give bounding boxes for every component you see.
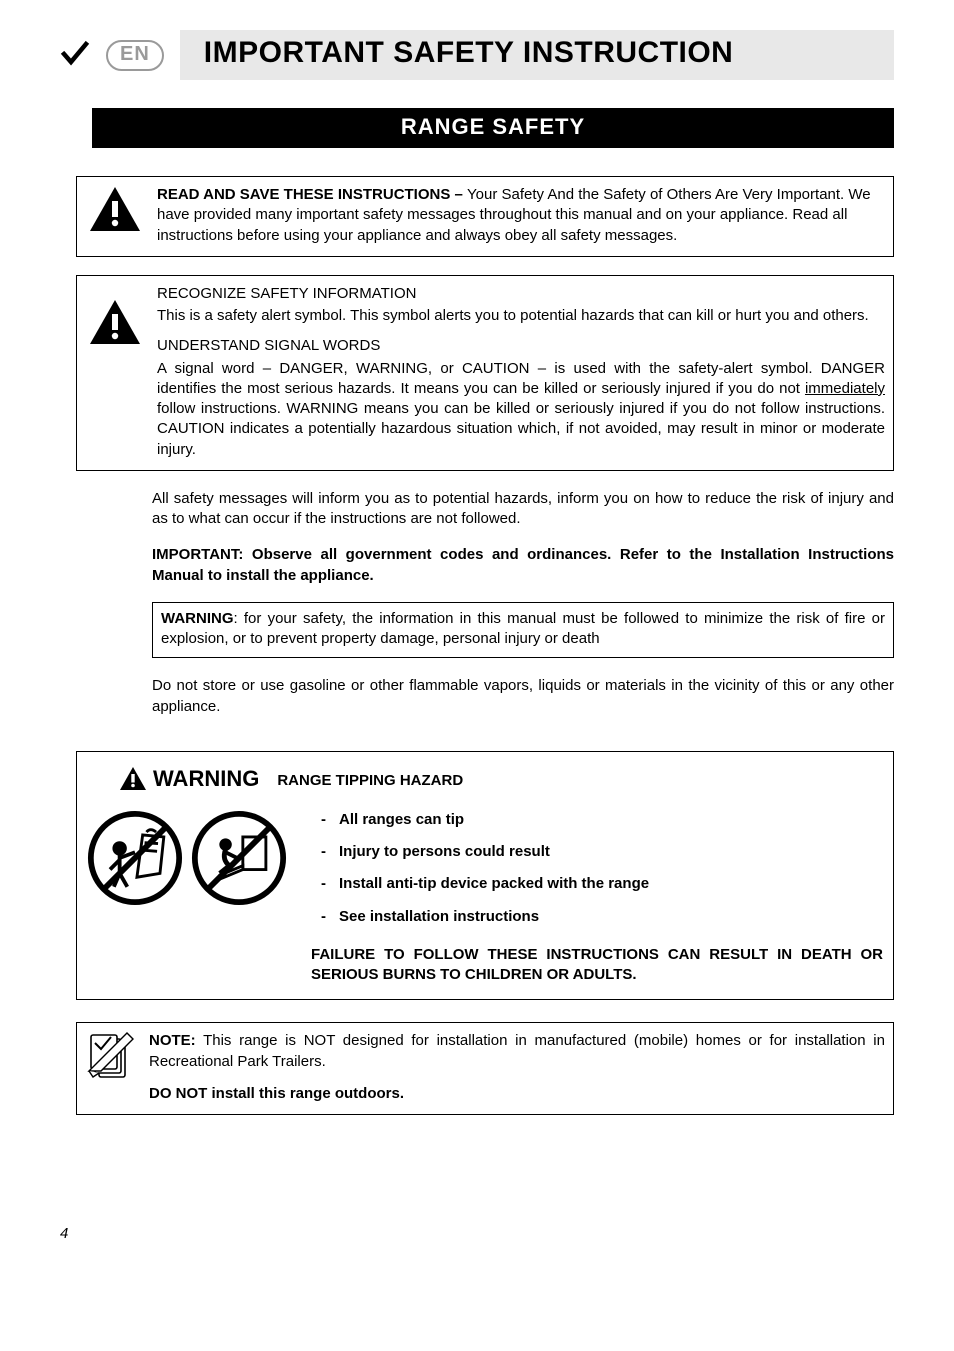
warning-triangle-icon bbox=[119, 766, 147, 792]
gasoline-para: Do not store or use gasoline or other fl… bbox=[152, 676, 894, 717]
list-item: Install anti-tip device packed with the … bbox=[321, 874, 883, 894]
recognize-box: RECOGNIZE SAFETY INFORMATION This is a s… bbox=[76, 275, 894, 471]
section-heading: RANGE SAFETY bbox=[92, 108, 894, 148]
understand-para: A signal word – DANGER, WARNING, or CAUT… bbox=[157, 359, 885, 460]
page-title: IMPORTANT SAFETY INSTRUCTION bbox=[180, 30, 894, 80]
language-badge: EN bbox=[106, 40, 164, 71]
list-item: See installation instructions bbox=[321, 907, 883, 927]
list-item: All ranges can tip bbox=[321, 810, 883, 830]
inform-para: All safety messages will inform you as t… bbox=[152, 489, 894, 530]
tipping-heading: RANGE TIPPING HAZARD bbox=[277, 768, 463, 789]
tipping-hazard-list: All ranges can tip Injury to persons cou… bbox=[311, 810, 883, 927]
prohibition-icons bbox=[87, 810, 287, 906]
understand-heading: UNDERSTAND SIGNAL WORDS bbox=[157, 336, 885, 356]
intro-safety-box: READ AND SAVE THESE INSTRUCTIONS – Your … bbox=[76, 176, 894, 257]
note-box: NOTE: This range is NOT designed for ins… bbox=[76, 1022, 894, 1115]
recognize-heading: RECOGNIZE SAFETY INFORMATION bbox=[157, 284, 885, 304]
warning-label: WARNING bbox=[119, 766, 259, 792]
warning-inline-box: WARNING: for your safety, the informatio… bbox=[152, 602, 894, 659]
tipping-warning-box: WARNING RANGE TIPPING HAZARD bbox=[76, 751, 894, 1001]
note-text: NOTE: This range is NOT designed for ins… bbox=[149, 1031, 885, 1072]
page-number: 4 bbox=[60, 1225, 894, 1242]
important-para: IMPORTANT: Observe all government codes … bbox=[152, 545, 894, 586]
page-header: EN IMPORTANT SAFETY INSTRUCTION bbox=[60, 30, 894, 80]
intro-text: READ AND SAVE THESE INSTRUCTIONS – Your … bbox=[157, 185, 885, 246]
warning-triangle-icon bbox=[85, 185, 145, 235]
no-lean-door-icon bbox=[191, 810, 287, 906]
manual-notes-icon bbox=[85, 1031, 137, 1081]
warning-triangle-icon bbox=[85, 284, 145, 348]
checkmark-icon bbox=[60, 40, 90, 70]
recognize-para: This is a safety alert symbol. This symb… bbox=[157, 306, 885, 326]
tipping-footer: FAILURE TO FOLLOW THESE INSTRUCTIONS CAN… bbox=[311, 945, 883, 986]
list-item: Injury to persons could result bbox=[321, 842, 883, 862]
note-footer: DO NOT install this range outdoors. bbox=[149, 1084, 885, 1104]
no-child-oven-icon bbox=[87, 810, 183, 906]
